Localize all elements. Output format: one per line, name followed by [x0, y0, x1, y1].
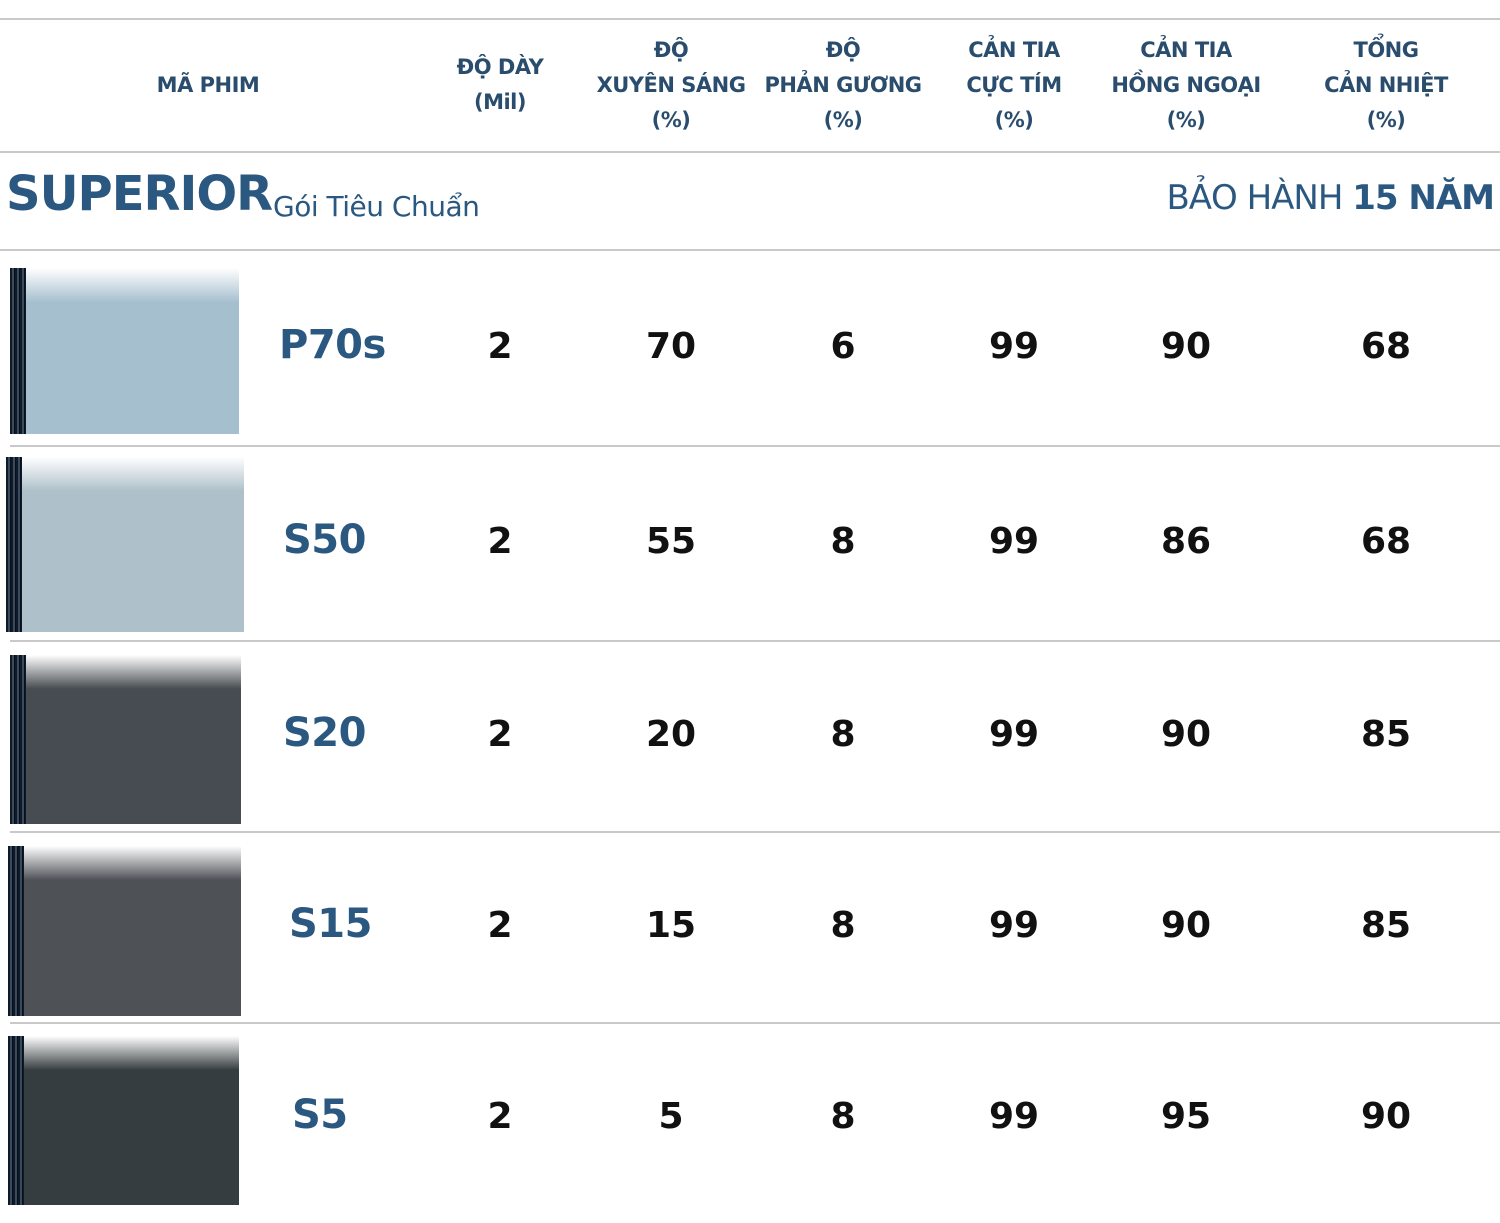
- header-uv: CẢN TIA CỰC TÍM (%): [966, 37, 1062, 132]
- cell-heat: 85: [1360, 714, 1412, 755]
- film-swatch: [10, 268, 239, 434]
- warranty-label: BẢO HÀNH 15 NĂM: [1166, 178, 1495, 218]
- cell-reflect: 8: [830, 714, 856, 755]
- cell-heat: 90: [1360, 1096, 1412, 1137]
- film-code: S50: [283, 517, 366, 563]
- film-swatch: [8, 846, 241, 1016]
- group-title: SUPERIOR: [6, 166, 273, 222]
- cell-thickness: 2: [487, 1096, 513, 1137]
- cell-heat: 85: [1360, 905, 1412, 946]
- cell-ir: 86: [1160, 521, 1212, 562]
- cell-reflect: 8: [830, 905, 856, 946]
- cell-vlt: 20: [645, 714, 697, 755]
- cell-heat: 68: [1360, 326, 1412, 367]
- film-code: P70s: [279, 322, 386, 368]
- row-divider: [10, 640, 1500, 642]
- cell-vlt: 5: [658, 1096, 684, 1137]
- group-subtitle: Gói Tiêu Chuẩn: [273, 190, 480, 223]
- header-code: MÃ PHIM: [156, 72, 260, 97]
- film-code: S20: [283, 710, 366, 756]
- header-ir: CẢN TIA HỒNG NGOẠI (%): [1111, 37, 1261, 132]
- header-divider: [0, 151, 1500, 153]
- cell-reflect: 8: [830, 521, 856, 562]
- cell-thickness: 2: [487, 905, 513, 946]
- film-swatch: [8, 1036, 239, 1205]
- cell-vlt: 15: [645, 905, 697, 946]
- group-divider: [0, 249, 1500, 251]
- film-code: S5: [292, 1092, 348, 1138]
- cell-uv: 99: [988, 1096, 1040, 1137]
- row-divider: [10, 831, 1500, 833]
- cell-uv: 99: [988, 905, 1040, 946]
- cell-uv: 99: [988, 521, 1040, 562]
- table-top-border: [0, 18, 1500, 20]
- cell-uv: 99: [988, 326, 1040, 367]
- header-vlt: ĐỘ XUYÊN SÁNG (%): [596, 37, 746, 132]
- header-thickness: ĐỘ DÀY (Mil): [456, 55, 544, 114]
- cell-reflect: 8: [830, 1096, 856, 1137]
- header-heat: TỔNG CẢN NHIỆT (%): [1324, 37, 1448, 132]
- cell-thickness: 2: [487, 326, 513, 367]
- row-divider: [10, 1022, 1500, 1024]
- film-swatch: [10, 655, 241, 824]
- cell-thickness: 2: [487, 521, 513, 562]
- cell-ir: 90: [1160, 714, 1212, 755]
- cell-reflect: 6: [830, 326, 856, 367]
- film-code: S15: [289, 901, 372, 947]
- cell-vlt: 55: [645, 521, 697, 562]
- cell-heat: 68: [1360, 521, 1412, 562]
- row-divider: [10, 445, 1500, 447]
- cell-thickness: 2: [487, 714, 513, 755]
- cell-ir: 90: [1160, 326, 1212, 367]
- film-swatch: [6, 457, 244, 632]
- cell-ir: 95: [1160, 1096, 1212, 1137]
- cell-ir: 90: [1160, 905, 1212, 946]
- header-reflect: ĐỘ PHẢN GƯƠNG (%): [764, 37, 922, 132]
- cell-vlt: 70: [645, 326, 697, 367]
- cell-uv: 99: [988, 714, 1040, 755]
